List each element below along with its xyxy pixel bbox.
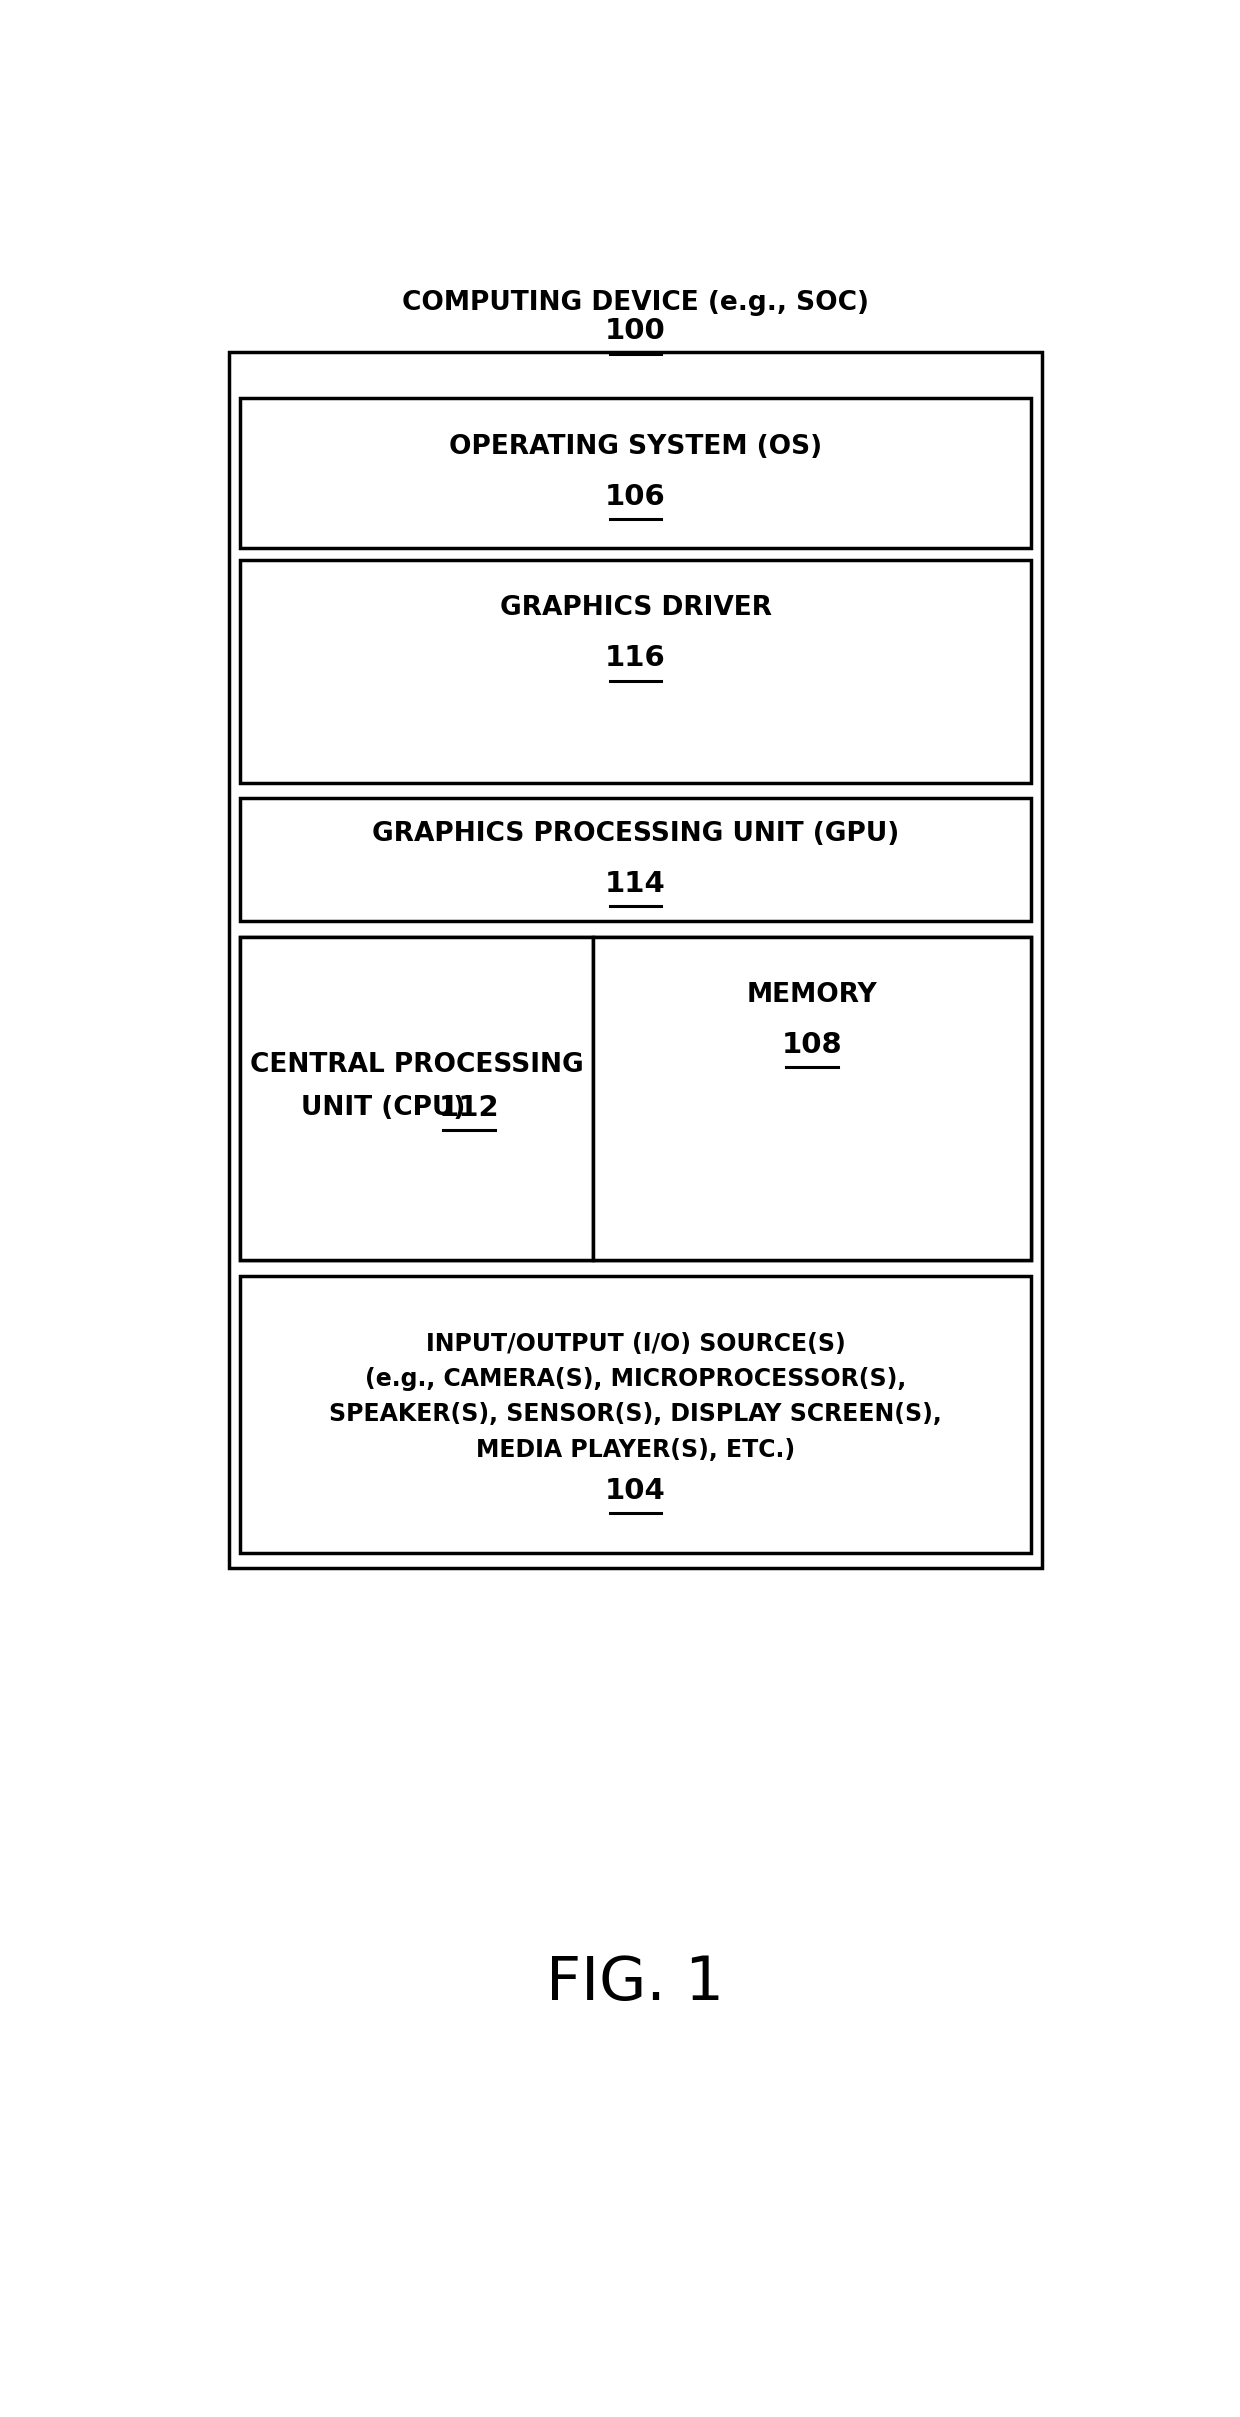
Text: MEDIA PLAYER(S), ETC.): MEDIA PLAYER(S), ETC.) <box>476 1438 795 1462</box>
Text: FIG. 1: FIG. 1 <box>547 1953 724 2013</box>
Text: INPUT/OUTPUT (I/O) SOURCE(S): INPUT/OUTPUT (I/O) SOURCE(S) <box>425 1332 846 1356</box>
Text: MEMORY: MEMORY <box>746 981 877 1008</box>
Text: 116: 116 <box>605 645 666 672</box>
Text: GRAPHICS PROCESSING UNIT (GPU): GRAPHICS PROCESSING UNIT (GPU) <box>372 822 899 846</box>
Text: 104: 104 <box>605 1477 666 1503</box>
Text: COMPUTING DEVICE (e.g., SOC): COMPUTING DEVICE (e.g., SOC) <box>402 290 869 317</box>
Text: (e.g., CAMERA(S), MICROPROCESSOR(S),: (e.g., CAMERA(S), MICROPROCESSOR(S), <box>365 1368 906 1390</box>
Bar <box>241 561 1030 783</box>
Text: UNIT (CPU): UNIT (CPU) <box>301 1095 484 1121</box>
Text: GRAPHICS DRIVER: GRAPHICS DRIVER <box>500 595 771 621</box>
Bar <box>593 938 1030 1259</box>
Bar <box>241 938 593 1259</box>
Text: 106: 106 <box>605 483 666 510</box>
Bar <box>241 399 1030 549</box>
Text: CENTRAL PROCESSING: CENTRAL PROCESSING <box>249 1051 584 1078</box>
Bar <box>228 350 1043 1569</box>
Text: 112: 112 <box>439 1095 500 1121</box>
Text: OPERATING SYSTEM (OS): OPERATING SYSTEM (OS) <box>449 435 822 459</box>
Text: 114: 114 <box>605 870 666 899</box>
Bar <box>241 938 1030 1259</box>
Bar <box>241 1276 1030 1552</box>
Text: 100: 100 <box>605 317 666 346</box>
Bar <box>241 798 1030 921</box>
Text: 108: 108 <box>781 1030 842 1059</box>
Text: SPEAKER(S), SENSOR(S), DISPLAY SCREEN(S),: SPEAKER(S), SENSOR(S), DISPLAY SCREEN(S)… <box>329 1402 942 1426</box>
